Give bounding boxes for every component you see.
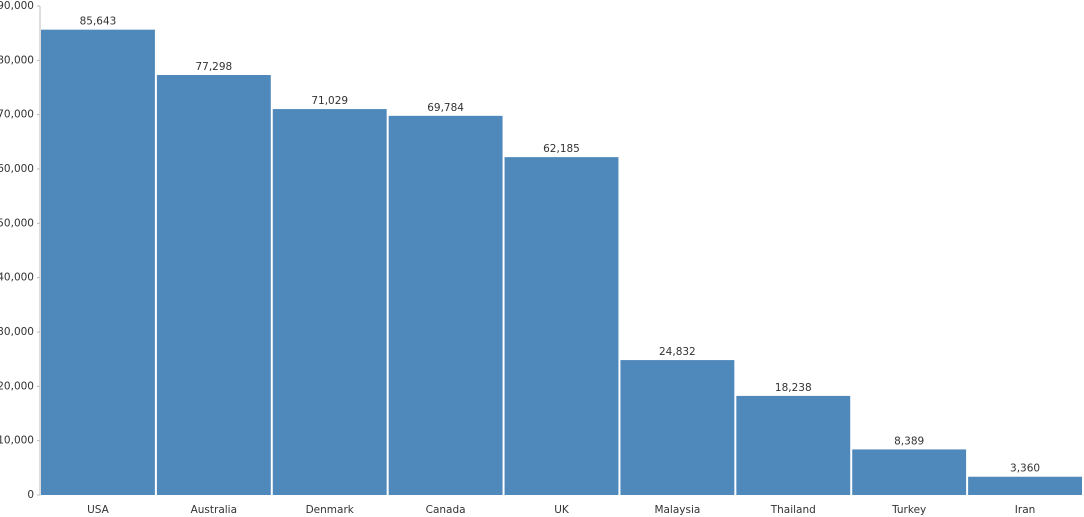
y-tick-label: 80,000 [0,54,34,66]
data-label: 3,360 [1010,463,1040,475]
data-label: 71,029 [311,95,348,107]
bar [156,75,271,496]
x-tick-label: USA [87,504,110,516]
y-tick-label: 50,000 [0,217,34,229]
x-tick-label: UK [554,504,570,516]
x-tick-label: Turkey [891,504,926,516]
x-tick-label: Canada [426,504,466,516]
bar [620,360,735,495]
data-label: 62,185 [543,143,580,155]
bar [736,395,851,495]
y-tick-label: 30,000 [0,326,34,338]
bar [41,29,155,495]
x-tick-label: Iran [1015,504,1036,516]
bar [968,476,1082,495]
x-tick-label: Australia [191,504,237,516]
data-label: 24,832 [659,346,696,358]
y-tick-label: 10,000 [0,435,34,447]
bar [504,157,619,495]
bar [272,109,387,495]
y-tick-label: 60,000 [0,163,34,175]
y-tick-label: 40,000 [0,272,34,284]
y-tick-label: 20,000 [0,380,34,392]
x-tick-label: Denmark [306,504,355,516]
x-tick-label: Malaysia [654,504,700,516]
x-tick-label: Thailand [770,504,816,516]
data-label: 8,389 [894,435,924,447]
data-label: 69,784 [427,102,464,114]
y-tick-label: 70,000 [0,109,34,121]
y-tick-label: 90,000 [0,0,34,12]
bar [852,449,967,495]
data-label: 77,298 [195,61,232,73]
bar [388,115,503,495]
data-label: 18,238 [775,382,812,394]
data-label: 85,643 [80,16,117,28]
y-tick-label: 0 [27,489,34,501]
